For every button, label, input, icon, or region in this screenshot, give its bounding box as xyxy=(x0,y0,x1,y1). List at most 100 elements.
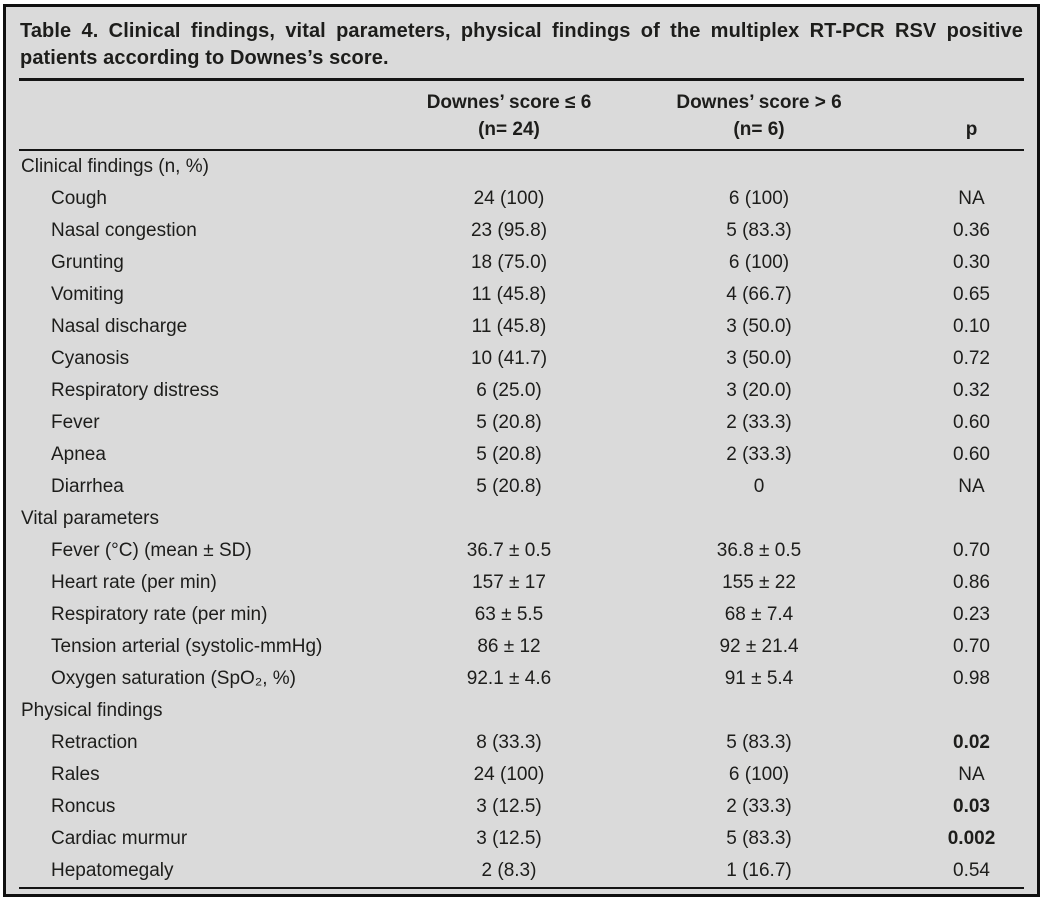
value-score-gt6: 0 xyxy=(753,476,765,497)
value-score-gt6: 6 (100) xyxy=(728,764,790,785)
p-value: 0.70 xyxy=(953,636,990,657)
table-row: Retraction 8 (33.3) 5 (83.3) 0.02 xyxy=(19,727,1024,759)
table-row: Nasal congestion 23 (95.8) 5 (83.3) 0.36 xyxy=(19,215,1024,247)
value-score-gt6: 2 (33.3) xyxy=(726,412,792,433)
table-row: Fever (°C) (mean ± SD) 36.7 ± 0.5 36.8 ± 0… xyxy=(19,535,1024,567)
p-value: 0.65 xyxy=(953,284,990,305)
value-score-le6: 11 (45.8) xyxy=(471,284,547,305)
table-row: Heart rate (per min) 157 ± 17 155 ± 22 0.86 xyxy=(19,567,1024,599)
p-value: 0.54 xyxy=(953,860,990,881)
section-label: Vital parameters xyxy=(21,508,159,529)
row-label: Fever xyxy=(51,412,100,433)
value-score-gt6: 36.8 ± 0.5 xyxy=(716,540,802,561)
row-label: Cough xyxy=(51,188,107,209)
value-score-gt6: 5 (83.3) xyxy=(726,220,792,241)
p-value: 0.36 xyxy=(953,220,990,241)
row-label: Apnea xyxy=(51,444,106,465)
table-row: Respiratory distress 6 (25.0) 3 (20.0) 0.32 xyxy=(19,375,1024,407)
column-header-score-gt6-n: (n= 6) xyxy=(733,119,785,140)
row-label: Cyanosis xyxy=(51,348,130,369)
value-score-gt6: 1 (16.7) xyxy=(726,860,792,881)
value-score-le6: 63 ± 5.5 xyxy=(474,604,544,625)
row-label: Grunting xyxy=(51,252,124,273)
row-label: Rales xyxy=(51,764,100,785)
table-row: Cough 24 (100) 6 (100) NA xyxy=(19,183,1024,215)
p-value: NA xyxy=(958,476,985,497)
table-row: Tension arterial (systolic-mmHg) 86 ± 12 9… xyxy=(19,631,1024,663)
p-value: 0.30 xyxy=(953,252,990,273)
column-header-score-gt6-title: Downes’ score > 6 xyxy=(676,92,842,113)
value-score-le6: 5 (20.8) xyxy=(476,476,542,497)
section-header-row: Physical findings xyxy=(19,695,1024,727)
title-divider-rule xyxy=(19,78,1024,81)
p-value: NA xyxy=(958,188,985,209)
value-score-le6: 10 (41.7) xyxy=(470,348,548,369)
value-score-gt6: 92 ± 21.4 xyxy=(719,636,799,657)
p-value: 0.98 xyxy=(953,668,990,689)
value-score-gt6: 155 ± 22 xyxy=(722,572,796,593)
table-row: Cardiac murmur 3 (12.5) 5 (83.3) 0.002 xyxy=(19,823,1024,855)
section-header-row: Vital parameters xyxy=(19,503,1024,535)
p-value: 0.03 xyxy=(953,796,990,817)
header-divider-rule xyxy=(19,149,1024,151)
table-row: Fever 5 (20.8) 2 (33.3) 0.60 xyxy=(19,407,1024,439)
row-label: Respiratory distress xyxy=(51,380,219,401)
value-score-le6: 3 (12.5) xyxy=(476,796,542,817)
row-label: Diarrhea xyxy=(51,476,124,497)
column-header-score-le6-title: Downes’ score ≤ 6 xyxy=(426,92,592,113)
row-label: Nasal discharge xyxy=(51,316,188,337)
column-header-score-le6-n: (n= 24) xyxy=(478,119,540,140)
value-score-le6: 3 (12.5) xyxy=(476,828,542,849)
row-label: Oxygen saturation (SpO₂, %) xyxy=(51,668,296,689)
p-value: 0.60 xyxy=(953,444,990,465)
row-label: Roncus xyxy=(51,796,116,817)
value-score-gt6: 4 (66.7) xyxy=(726,284,792,305)
value-score-gt6: 68 ± 7.4 xyxy=(724,604,794,625)
value-score-le6: 11 (45.8) xyxy=(471,316,547,337)
value-score-le6: 24 (100) xyxy=(473,188,545,209)
row-label: Tension arterial (systolic-mmHg) xyxy=(51,636,323,657)
p-value: 0.32 xyxy=(953,380,990,401)
value-score-le6: 8 (33.3) xyxy=(476,732,542,753)
table-bottom-rule xyxy=(19,887,1024,889)
table-row: Roncus 3 (12.5) 2 (33.3) 0.03 xyxy=(19,791,1024,823)
value-score-gt6: 2 (33.3) xyxy=(726,796,792,817)
column-header-row: Downes’ score ≤ 6 (n= 24) Downes’ score … xyxy=(19,81,1024,149)
table-title: Table 4. Clinical findings, vital parame… xyxy=(20,20,1023,69)
row-label: Vomiting xyxy=(51,284,124,305)
column-header-p: p xyxy=(965,119,978,140)
value-score-gt6: 6 (100) xyxy=(728,188,790,209)
value-score-le6: 2 (8.3) xyxy=(481,860,537,881)
value-score-gt6: 3 (20.0) xyxy=(726,380,792,401)
p-value: 0.86 xyxy=(953,572,990,593)
row-label: Respiratory rate (per min) xyxy=(51,604,268,625)
p-value: 0.002 xyxy=(947,828,996,849)
value-score-gt6: 3 (50.0) xyxy=(726,316,792,337)
value-score-le6: 5 (20.8) xyxy=(476,444,542,465)
table-row: Rales 24 (100) 6 (100) NA xyxy=(19,759,1024,791)
value-score-le6: 86 ± 12 xyxy=(477,636,541,657)
value-score-gt6: 5 (83.3) xyxy=(726,828,792,849)
table-row: Grunting 18 (75.0) 6 (100) 0.30 xyxy=(19,247,1024,279)
row-label: Cardiac murmur xyxy=(51,828,188,849)
column-header-score-gt6: Downes’ score > 6 (n= 6) xyxy=(639,89,879,143)
row-label: Retraction xyxy=(51,732,138,753)
p-value: 0.02 xyxy=(953,732,990,753)
value-score-gt6: 6 (100) xyxy=(728,252,790,273)
section-label: Physical findings xyxy=(21,700,163,721)
table-row: Hepatomegaly 2 (8.3) 1 (16.7) 0.54 xyxy=(19,855,1024,887)
table-row: Cyanosis 10 (41.7) 3 (50.0) 0.72 xyxy=(19,343,1024,375)
value-score-le6: 157 ± 17 xyxy=(472,572,546,593)
table-row: Nasal discharge 11 (45.8) 3 (50.0) 0.10 xyxy=(19,311,1024,343)
value-score-le6: 24 (100) xyxy=(473,764,545,785)
row-label: Heart rate (per min) xyxy=(51,572,217,593)
p-value: 0.72 xyxy=(953,348,990,369)
section-label: Clinical findings (n, %) xyxy=(21,156,209,177)
value-score-le6: 23 (95.8) xyxy=(470,220,548,241)
p-value: 0.10 xyxy=(953,316,990,337)
row-label: Nasal congestion xyxy=(51,220,197,241)
table-body: Clinical findings (n, %) Cough 24 (100) 6 (… xyxy=(19,151,1024,887)
column-header-score-le6: Downes’ score ≤ 6 (n= 24) xyxy=(379,89,639,143)
value-score-gt6: 5 (83.3) xyxy=(726,732,792,753)
